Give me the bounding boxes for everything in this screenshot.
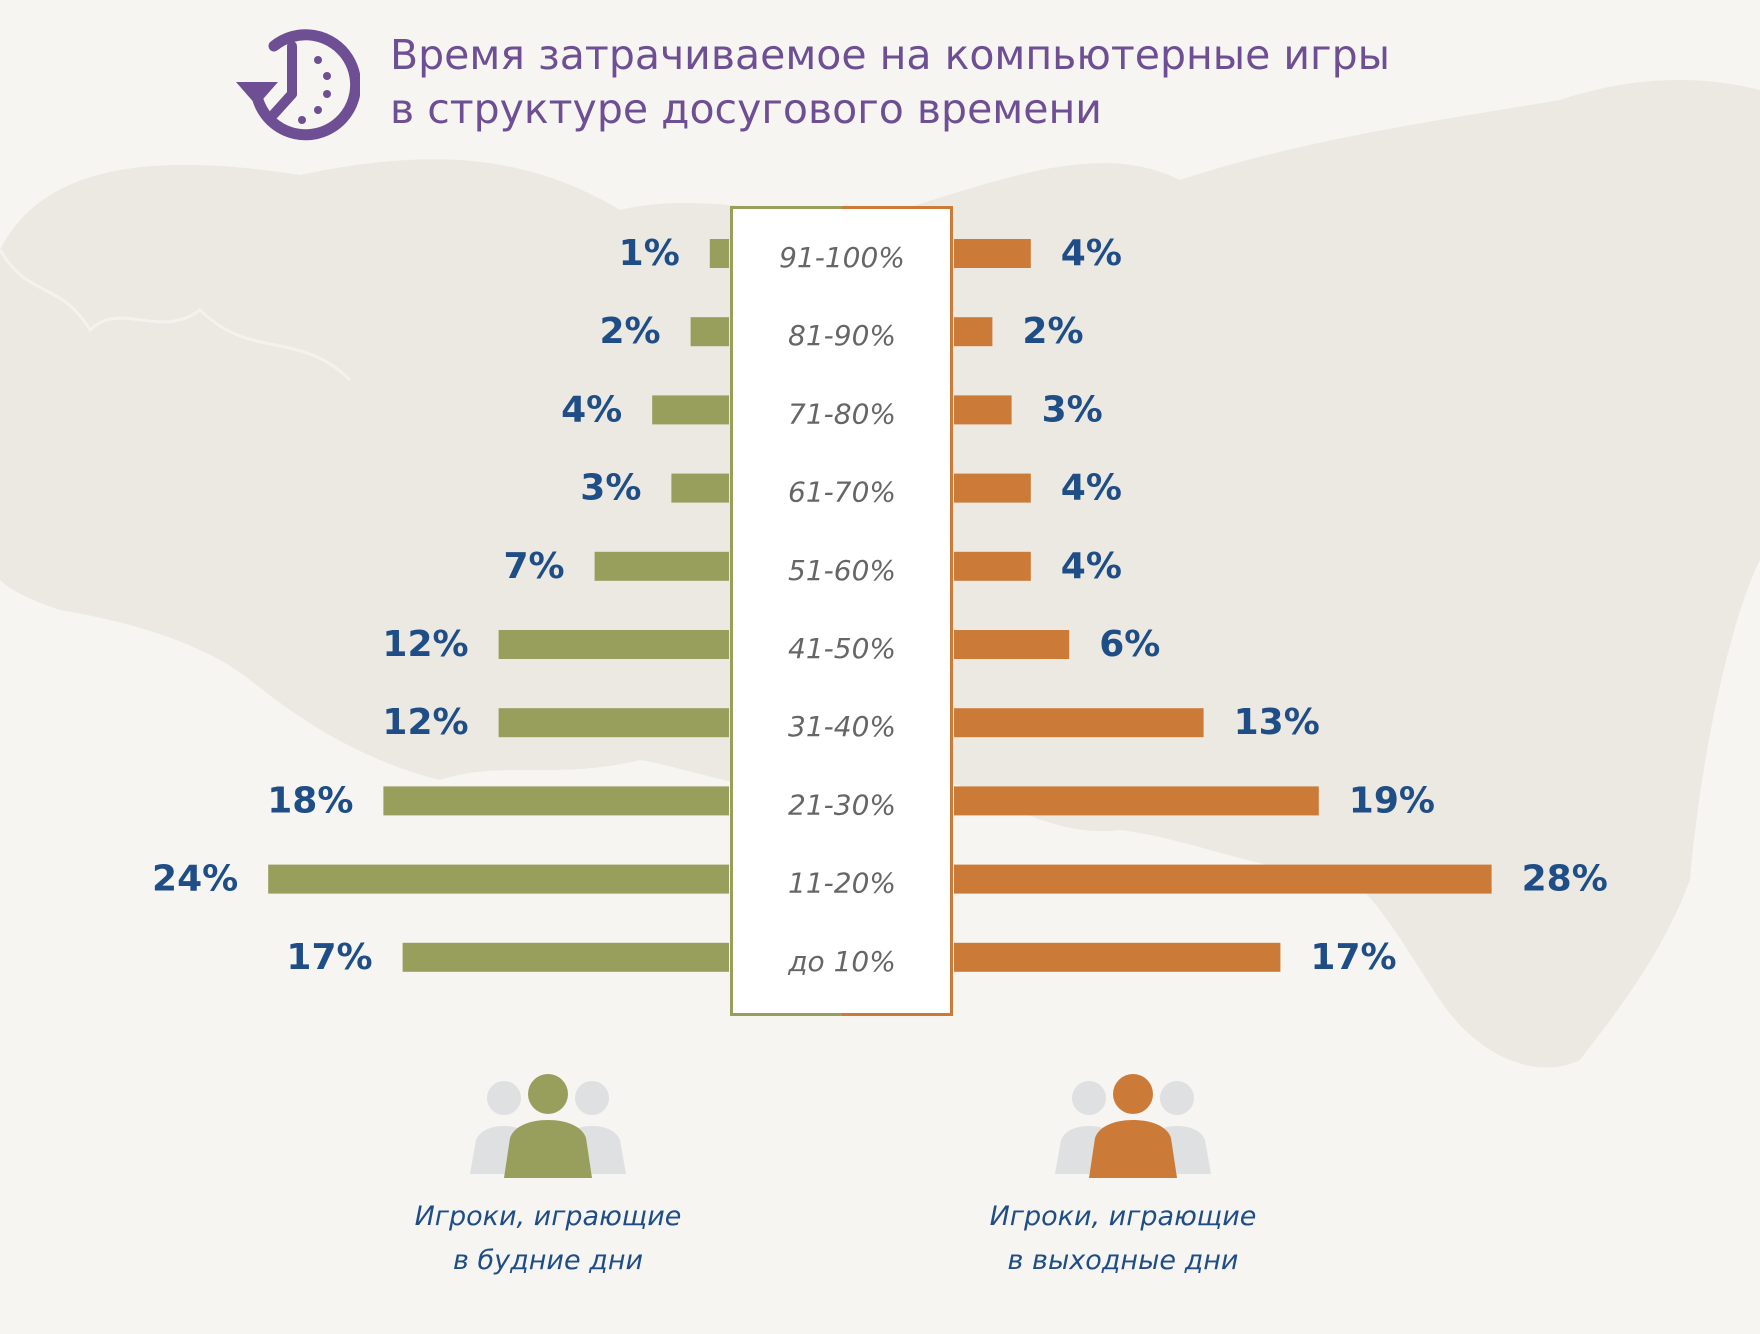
legend-weekend-line-1: Игроки, играющие xyxy=(989,1201,1257,1232)
legend-weekday-line-2: в будние дни xyxy=(452,1245,644,1276)
weekday-value-label: 4% xyxy=(561,389,622,430)
weekday-value-label: 18% xyxy=(267,780,353,821)
weekday-bar xyxy=(268,864,729,894)
category-label: 21-30% xyxy=(788,788,896,821)
weekday-value-label: 17% xyxy=(286,937,372,978)
category-label: 11-20% xyxy=(788,867,896,900)
category-label: 41-50% xyxy=(788,632,896,665)
category-label: 61-70% xyxy=(788,476,896,509)
weekday-bar xyxy=(671,473,729,503)
users-group-icon xyxy=(470,1074,626,1178)
weekend-bar xyxy=(954,473,1031,503)
weekend-value-label: 4% xyxy=(1061,233,1122,274)
weekend-value-label: 4% xyxy=(1061,468,1122,509)
clock-icon xyxy=(236,29,360,141)
weekend-bar xyxy=(954,630,1070,659)
legend-weekday-label: Игроки, играющие в будние дни xyxy=(368,1195,728,1283)
chart-title: Время затрачиваемое на компьютерные игры… xyxy=(390,28,1390,136)
weekend-value-label: 19% xyxy=(1349,780,1435,821)
weekend-value-label: 28% xyxy=(1522,859,1608,900)
weekend-value-label: 2% xyxy=(1022,311,1083,352)
weekend-value-label: 6% xyxy=(1099,624,1160,665)
weekday-bar xyxy=(652,395,729,425)
weekday-bar xyxy=(594,551,729,581)
weekend-bar xyxy=(954,786,1319,816)
weekend-bar xyxy=(954,551,1031,581)
category-box xyxy=(730,207,953,1015)
weekend-bar xyxy=(954,239,1031,268)
weekend-bar xyxy=(954,864,1492,894)
legend-weekday-line-1: Игроки, играющие xyxy=(414,1201,682,1232)
category-label: 71-80% xyxy=(788,397,896,430)
weekend-bar xyxy=(954,317,993,347)
weekend-bar xyxy=(954,942,1281,972)
weekday-bar xyxy=(709,239,729,268)
category-label: 51-60% xyxy=(788,554,896,587)
weekday-bar xyxy=(498,708,729,738)
weekday-bar xyxy=(690,317,729,347)
category-label: 81-90% xyxy=(788,319,896,352)
weekday-value-label: 7% xyxy=(503,546,564,587)
weekend-bar xyxy=(954,395,1012,425)
weekday-value-label: 1% xyxy=(619,233,680,274)
legend-weekend-label: Игроки, играющие в выходные дни xyxy=(943,1195,1303,1283)
weekday-value-label: 24% xyxy=(152,859,238,900)
weekend-bar xyxy=(954,708,1204,738)
weekday-bar xyxy=(402,942,729,972)
category-label: до 10% xyxy=(787,945,896,978)
weekday-bar xyxy=(498,630,729,659)
weekday-value-label: 3% xyxy=(580,468,641,509)
weekend-value-label: 17% xyxy=(1310,937,1396,978)
weekend-value-label: 3% xyxy=(1042,389,1103,430)
category-label: 91-100% xyxy=(779,241,905,274)
weekday-value-label: 2% xyxy=(599,311,660,352)
users-group-icon xyxy=(1055,1074,1211,1178)
weekday-value-label: 12% xyxy=(382,624,468,665)
category-label: 31-40% xyxy=(788,710,896,743)
title-line-2: в структуре досугового времени xyxy=(390,85,1102,133)
weekday-bar xyxy=(383,786,729,816)
weekend-value-label: 13% xyxy=(1234,702,1320,743)
weekday-value-label: 12% xyxy=(382,702,468,743)
weekend-value-label: 4% xyxy=(1061,546,1122,587)
title-line-1: Время затрачиваемое на компьютерные игры xyxy=(390,31,1390,79)
legend-weekend-line-2: в выходные дни xyxy=(1007,1245,1239,1276)
